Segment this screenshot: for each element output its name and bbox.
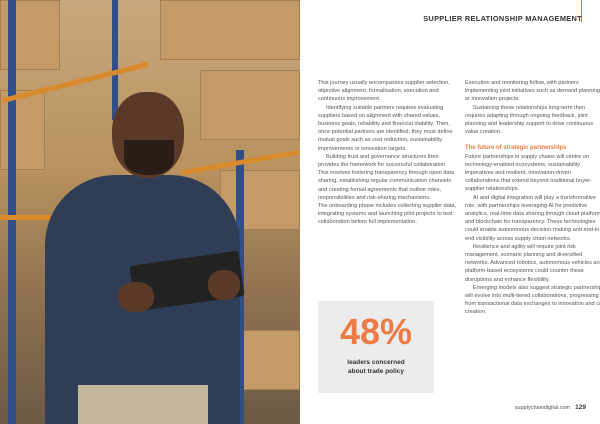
- rack-upright: [112, 0, 118, 120]
- shelf-box: [160, 0, 300, 60]
- person-beard: [124, 140, 174, 175]
- shelf-box: [240, 330, 300, 390]
- shelf-box: [0, 90, 45, 170]
- section-header: SUPPLIER RELATIONSHIP MANAGEMENT: [423, 14, 582, 23]
- paragraph: AI and digital integration will play a t…: [465, 194, 600, 242]
- paragraph: Future partnerships in supply chains wil…: [465, 153, 592, 193]
- stat-label: leaders concerned about trade policy: [347, 359, 405, 375]
- paragraph: Resilience and agility will require join…: [465, 243, 600, 283]
- hand: [208, 270, 240, 300]
- rack-beam: [0, 215, 60, 220]
- paragraph: The onboarding phase includes collecting…: [318, 203, 457, 226]
- header-accent-rule: [581, 0, 582, 22]
- page-number: 129: [575, 404, 586, 411]
- text-column-2: Execution and monitoring follow, with pa…: [465, 79, 600, 317]
- subheading: The future of strategic partnerships: [465, 145, 567, 152]
- paragraph: Identifying suitable partners requires e…: [318, 104, 453, 152]
- page-footer: supplychaindigital.com 129: [515, 404, 586, 411]
- paragraph: Sustaining these relationships long-term…: [465, 104, 594, 136]
- hand: [118, 282, 154, 312]
- person-trousers: [78, 385, 208, 424]
- paragraph: Building trust and governance structures…: [318, 153, 455, 201]
- footer-site: supplychaindigital.com: [514, 405, 571, 411]
- paragraph: Execution and monitoring follow, with pa…: [465, 80, 600, 103]
- paragraph: This journey usually encompasses supplie…: [318, 80, 450, 103]
- paragraph: Emerging models also suggest strategic p…: [465, 284, 600, 316]
- rack-upright: [8, 0, 16, 424]
- stat-callout: 48% leaders concerned about trade policy: [318, 301, 434, 393]
- stat-value: 48%: [339, 311, 413, 352]
- shelf-box: [200, 70, 300, 140]
- warehouse-worker-photo: [0, 0, 300, 424]
- text-column-1: This journey usually encompasses supplie…: [318, 79, 458, 227]
